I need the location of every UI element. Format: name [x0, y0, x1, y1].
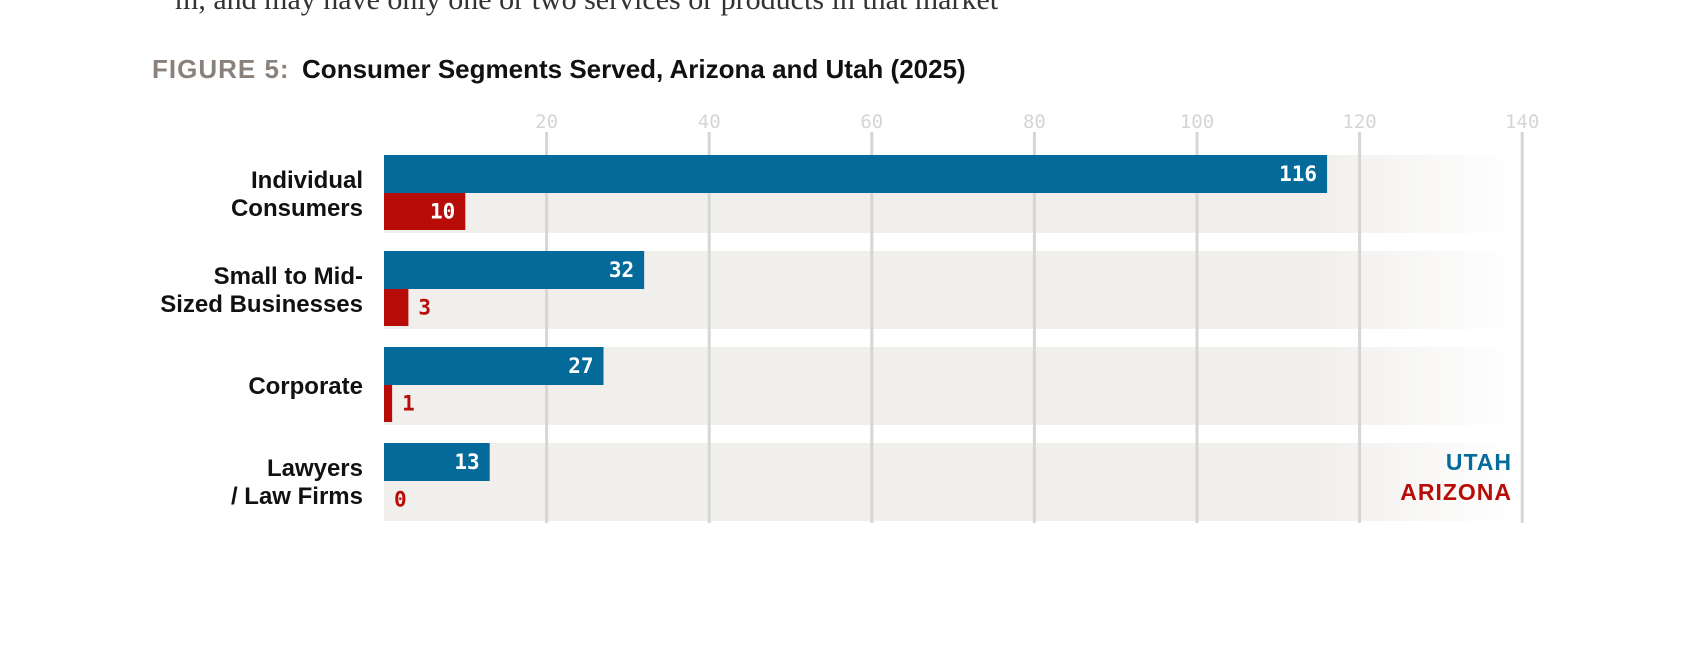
category-label: Corporate — [248, 373, 363, 400]
category-label: Small to Mid-Sized Businesses — [160, 263, 363, 318]
bar-arizona — [384, 385, 393, 422]
legend-entry-utah: UTAH — [1446, 449, 1512, 475]
category-label: Individual Consumers — [231, 167, 363, 222]
figure-number: FIGURE 5: — [152, 54, 290, 84]
value-label-arizona: 10 — [430, 200, 455, 224]
value-label-utah: 116 — [1279, 162, 1317, 186]
value-label-utah: 27 — [568, 354, 593, 378]
value-label-arizona: 0 — [394, 488, 407, 512]
chart-title: Consumer Segments Served, Arizona and Ut… — [302, 54, 966, 84]
category-label: Lawyers / Law Firms — [231, 455, 363, 510]
bar-utah — [384, 347, 604, 385]
legend: UTAH ARIZONA — [1400, 449, 1512, 505]
value-label-utah: 32 — [609, 258, 634, 282]
x-tick-label: 20 — [535, 111, 558, 133]
bar-arizona — [384, 289, 409, 326]
x-tick-label: 100 — [1180, 111, 1214, 133]
bar-utah — [384, 443, 490, 481]
x-tick-label: 120 — [1342, 111, 1376, 133]
bar-utah — [384, 155, 1328, 193]
gridlines — [545, 132, 1524, 523]
bar-arizona — [384, 193, 466, 230]
cut-off-body-text: m, and may have only one or two services… — [175, 0, 999, 16]
value-label-arizona: 1 — [402, 392, 415, 416]
x-tick-label: 140 — [1505, 111, 1539, 133]
value-label-utah: 13 — [454, 450, 479, 474]
category-bands — [384, 155, 1517, 521]
x-axis-ticks: 20 40 60 80 100 120 140 — [535, 111, 1539, 133]
x-tick-label: 60 — [860, 111, 883, 133]
x-tick-label: 40 — [698, 111, 721, 133]
legend-entry-arizona: ARIZONA — [1400, 479, 1512, 505]
value-label-arizona: 3 — [418, 296, 431, 320]
figure-title: FIGURE 5: Consumer Segments Served, Ariz… — [152, 54, 966, 84]
bar-utah — [384, 251, 645, 289]
category-labels: Individual Consumers Small to Mid-Sized Bu… — [160, 167, 363, 510]
category-band — [384, 443, 1517, 521]
x-tick-label: 80 — [1023, 111, 1046, 133]
